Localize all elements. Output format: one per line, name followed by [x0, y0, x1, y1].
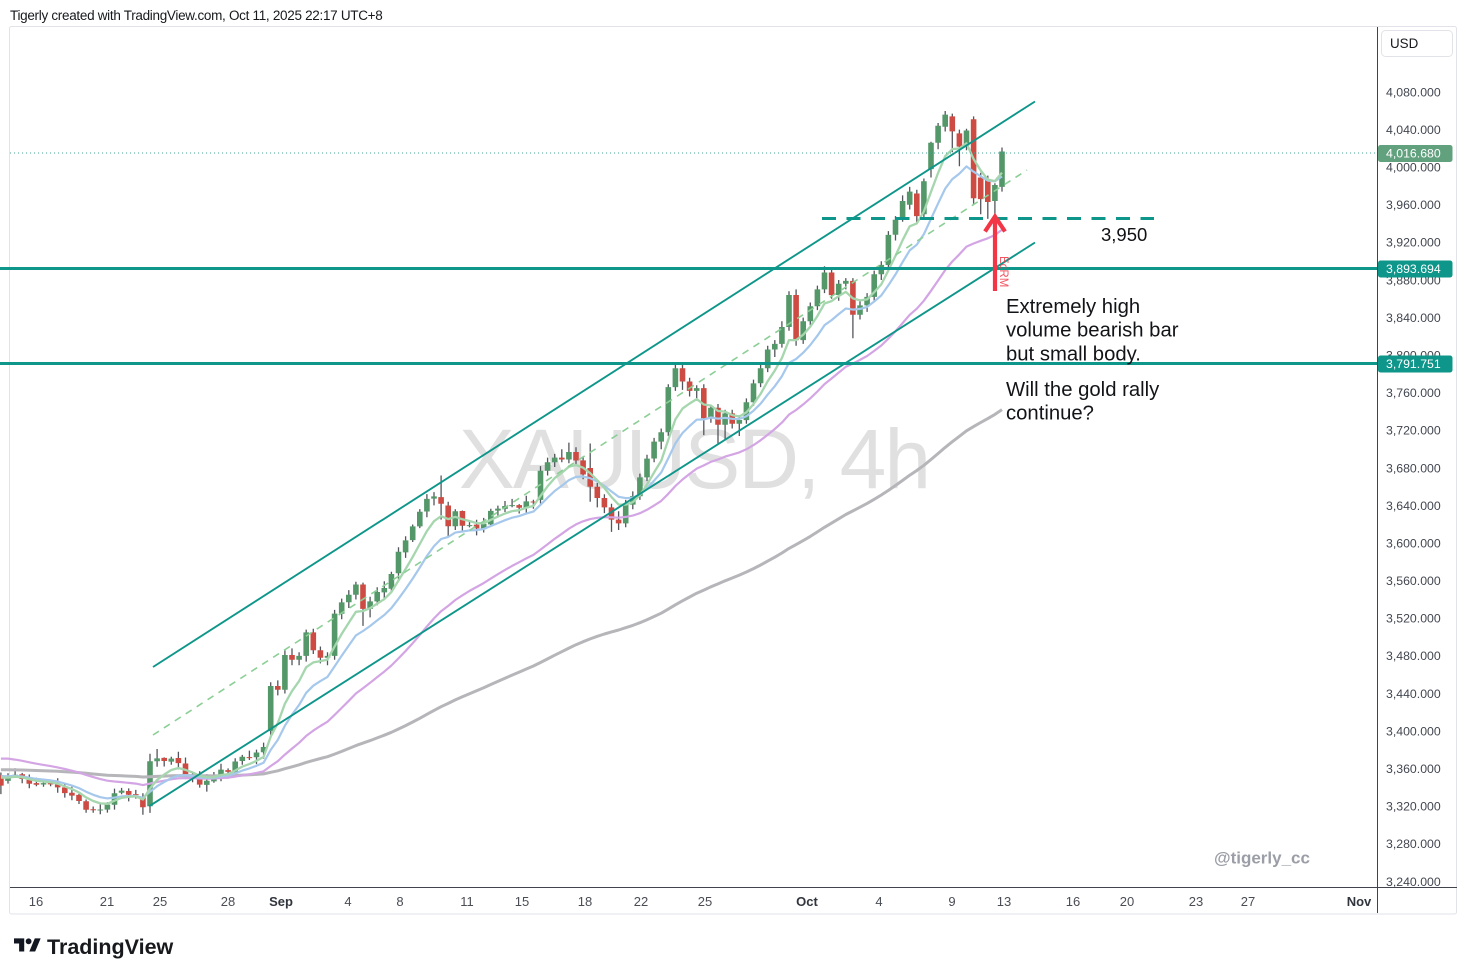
svg-text:3,720.000: 3,720.000: [1386, 424, 1441, 438]
svg-text:4,040.000: 4,040.000: [1386, 123, 1441, 137]
svg-text:Tigerly created with TradingVi: Tigerly created with TradingView.com, Oc…: [10, 8, 382, 23]
svg-text:20: 20: [1120, 894, 1134, 909]
svg-text:16: 16: [29, 894, 43, 909]
svg-text:11: 11: [460, 894, 474, 909]
svg-text:3,950: 3,950: [1101, 224, 1147, 245]
svg-text:3,640.000: 3,640.000: [1386, 499, 1441, 513]
svg-text:27: 27: [1241, 894, 1255, 909]
svg-text:3,920.000: 3,920.000: [1386, 236, 1441, 250]
svg-text:22: 22: [634, 894, 648, 909]
svg-text:EcRM: EcRM: [997, 256, 1009, 287]
svg-text:23: 23: [1189, 894, 1203, 909]
svg-text:volume bearish bar: volume bearish bar: [1006, 320, 1179, 342]
svg-text:25: 25: [698, 894, 712, 909]
svg-text:3,480.000: 3,480.000: [1386, 649, 1441, 663]
svg-text:3,893.694: 3,893.694: [1386, 262, 1441, 276]
svg-text:3,960.000: 3,960.000: [1386, 198, 1441, 212]
svg-text:Will the gold rally: Will the gold rally: [1006, 379, 1160, 401]
svg-text:3,520.000: 3,520.000: [1386, 612, 1441, 626]
svg-text:Extremely high: Extremely high: [1006, 296, 1140, 318]
svg-text:4: 4: [875, 894, 882, 909]
svg-text:25: 25: [153, 894, 167, 909]
svg-text:21: 21: [100, 894, 114, 909]
svg-text:continue?: continue?: [1006, 403, 1094, 425]
svg-text:Nov: Nov: [1347, 894, 1372, 909]
svg-text:3,560.000: 3,560.000: [1386, 574, 1441, 588]
svg-text:16: 16: [1066, 894, 1080, 909]
svg-text:USD: USD: [1390, 36, 1419, 51]
svg-text:3,360.000: 3,360.000: [1386, 762, 1441, 776]
svg-text:3,680.000: 3,680.000: [1386, 461, 1441, 475]
svg-text:Oct: Oct: [796, 894, 818, 909]
svg-text:4: 4: [344, 894, 351, 909]
svg-text:4,000.000: 4,000.000: [1386, 161, 1441, 175]
svg-text:3,280.000: 3,280.000: [1386, 837, 1441, 851]
svg-text:3,240.000: 3,240.000: [1386, 875, 1441, 889]
svg-text:3,600.000: 3,600.000: [1386, 536, 1441, 550]
svg-text:3,760.000: 3,760.000: [1386, 386, 1441, 400]
svg-text:3,400.000: 3,400.000: [1386, 724, 1441, 738]
svg-text:@tigerly_cc: @tigerly_cc: [1214, 849, 1310, 868]
svg-text:9: 9: [948, 894, 955, 909]
svg-text:but small body.: but small body.: [1006, 343, 1141, 365]
svg-text:3,440.000: 3,440.000: [1386, 687, 1441, 701]
svg-text:3,791.751: 3,791.751: [1386, 357, 1441, 371]
svg-text:4,080.000: 4,080.000: [1386, 85, 1441, 99]
svg-text:3,320.000: 3,320.000: [1386, 800, 1441, 814]
svg-text:TradingView: TradingView: [47, 935, 174, 959]
svg-text:15: 15: [515, 894, 529, 909]
svg-text:4,016.680: 4,016.680: [1386, 147, 1441, 161]
svg-text:3,840.000: 3,840.000: [1386, 311, 1441, 325]
svg-text:Sep: Sep: [269, 894, 293, 909]
svg-text:13: 13: [997, 894, 1011, 909]
svg-text:8: 8: [396, 894, 403, 909]
svg-text:28: 28: [221, 894, 235, 909]
svg-text:18: 18: [578, 894, 592, 909]
